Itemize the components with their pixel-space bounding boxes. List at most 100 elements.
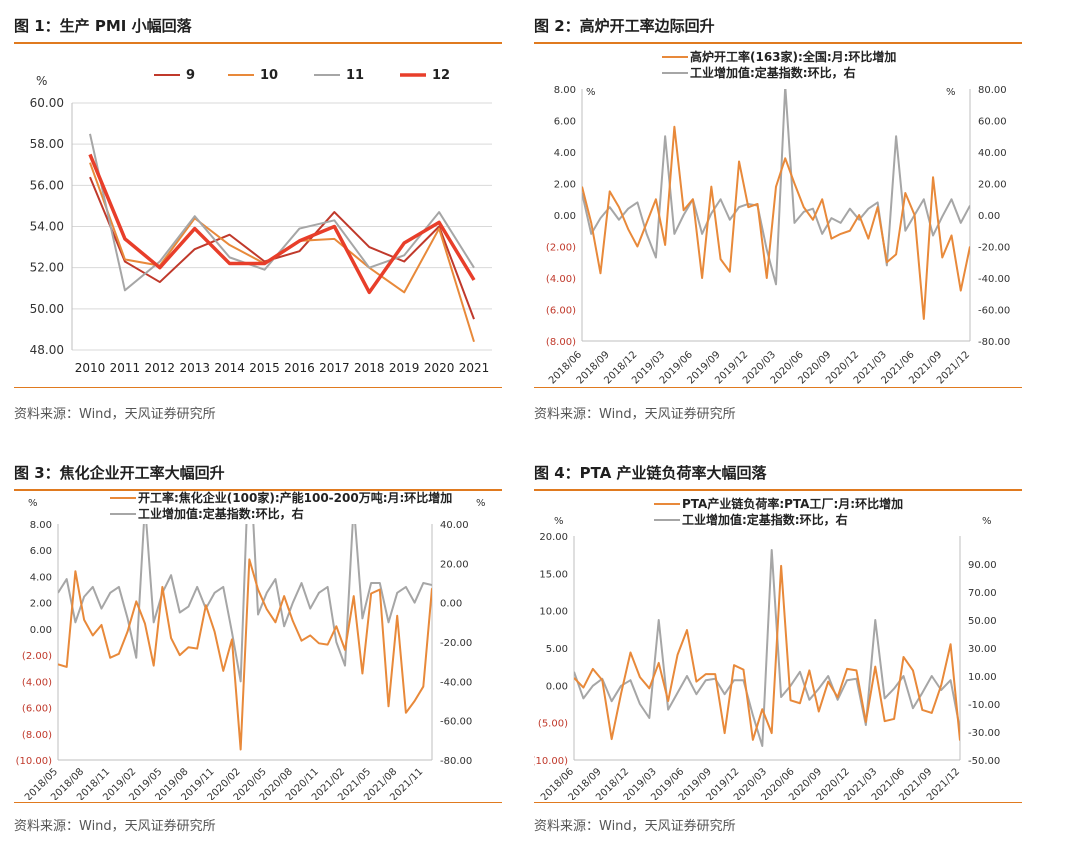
left-axis-unit: %	[554, 516, 564, 527]
left-tick-label: (6.00)	[546, 306, 576, 317]
series-line-secondary	[582, 89, 970, 286]
right-tick-label: -80.00	[978, 337, 1010, 348]
right-tick-label: 30.00	[968, 644, 997, 655]
source-note: 资料来源：Wind，天风证券研究所	[14, 407, 216, 422]
right-tick-label: -80.00	[440, 756, 472, 767]
legend-label: 高炉开工率(163家):全国:月:环比增加	[690, 49, 896, 64]
series-line-primary	[574, 564, 960, 741]
y-axis-unit: %	[36, 74, 47, 88]
x-tick-label: 2010	[75, 361, 106, 375]
y-tick-label: 58.00	[30, 137, 64, 151]
left-axis-unit: %	[28, 498, 38, 509]
legend-label: 工业增加值:定基指数:环比，右	[682, 512, 848, 527]
legend-label: 工业增加值:定基指数:环比，右	[690, 65, 856, 80]
left-tick-label: 2.00	[554, 180, 576, 191]
left-axis-unit: %	[586, 87, 596, 98]
source-note: 资料来源：Wind，天风证券研究所	[534, 407, 736, 422]
x-tick-label: 2021	[459, 361, 490, 375]
source-rule	[14, 387, 502, 388]
chart-title: 图 1：生产 PMI 小幅回落	[14, 17, 192, 35]
chart-panel-1: 图 1：生产 PMI 小幅回落 % 48.00 50.00 52.00 54.00 56.…	[14, 15, 504, 425]
y-tick-label: 50.00	[30, 302, 64, 316]
y-tick-label: 48.00	[30, 343, 64, 357]
source-note: 资料来源：Wind，天风证券研究所	[14, 819, 216, 834]
x-tick-label: 2019	[389, 361, 420, 375]
left-tick-label: (6.00)	[22, 704, 52, 715]
legend-label: 开工率:焦化企业(100家):产能100-200万吨:月:环比增加	[138, 490, 452, 505]
right-tick-label: -20.00	[440, 638, 472, 649]
right-tick-label: 60.00	[978, 117, 1007, 128]
x-tick-label: 2020	[424, 361, 455, 375]
source-rule	[534, 387, 1022, 388]
left-tick-label: 0.00	[546, 681, 568, 692]
title-rule	[14, 42, 502, 44]
title-rule	[14, 489, 502, 491]
chart-panel-3: 图 3：焦化企业开工率大幅回升 开工率:焦化企业(100家):产能100-200…	[14, 462, 504, 837]
coking-chart: 开工率:焦化企业(100家):产能100-200万吨:月:环比增加工业增加值:定…	[16, 490, 486, 800]
y-tick-label: 54.00	[30, 220, 64, 234]
chart-title: 图 2：高炉开工率边际回升	[534, 17, 715, 35]
x-tick-label: 2011	[110, 361, 141, 375]
x-tick-label: 2013	[179, 361, 210, 375]
y-tick-label: 52.00	[30, 261, 64, 275]
right-tick-label: -50.00	[968, 756, 1000, 767]
series-line-primary	[582, 125, 970, 320]
right-tick-label: 20.00	[440, 559, 469, 570]
left-tick-label: (4.00)	[546, 274, 576, 285]
right-tick-label: 80.00	[978, 85, 1007, 96]
left-tick-label: (10.00)	[534, 756, 568, 767]
left-tick-label: 4.00	[554, 148, 576, 159]
left-tick-label: 0.00	[554, 211, 576, 222]
left-tick-label: (2.00)	[22, 651, 52, 662]
left-tick-label: 6.00	[554, 117, 576, 128]
series-line-9	[89, 176, 475, 320]
series-line-12	[88, 153, 476, 295]
series-line-secondary	[574, 549, 960, 747]
left-tick-label: (2.00)	[546, 243, 576, 254]
left-tick-label: 5.00	[546, 644, 568, 655]
left-tick-label: (8.00)	[546, 337, 576, 348]
left-tick-label: 8.00	[554, 85, 576, 96]
series-line-11	[89, 133, 475, 292]
source-rule	[534, 802, 1022, 803]
left-tick-label: 15.00	[539, 569, 568, 580]
left-tick-label: 20.00	[539, 532, 568, 543]
pmi-line-chart: % 48.00 50.00 52.00 54.00 56.00 58.00 60.00 2010…	[30, 68, 492, 375]
right-tick-label: -20.00	[978, 243, 1010, 254]
legend-label: 工业增加值:定基指数:环比，右	[138, 506, 304, 521]
right-tick-label: 0.00	[440, 599, 462, 610]
right-tick-label: -40.00	[440, 677, 472, 688]
left-tick-label: 10.00	[539, 607, 568, 618]
chart-title: 图 3：焦化企业开工率大幅回升	[14, 464, 225, 482]
right-tick-label: 10.00	[968, 672, 997, 683]
right-tick-label: 70.00	[968, 588, 997, 599]
right-tick-label: 0.00	[978, 211, 1000, 222]
right-tick-label: 40.00	[978, 148, 1007, 159]
left-tick-label: 6.00	[30, 546, 52, 557]
series-line-secondary	[58, 524, 432, 683]
series-line-primary	[58, 558, 432, 751]
legend-label: 11	[346, 68, 364, 83]
left-tick-label: (10.00)	[16, 756, 53, 767]
legend-label: 10	[260, 68, 278, 83]
right-tick-label: -40.00	[978, 274, 1010, 285]
chart-panel-2: 图 2：高炉开工率边际回升 高炉开工率(163家):全国:月:环比增加 工业增加值…	[534, 15, 1024, 425]
x-tick-label: 2017	[319, 361, 350, 375]
x-tick-label: 2016	[284, 361, 315, 375]
right-axis-unit: %	[476, 498, 486, 509]
right-tick-label: -10.00	[968, 700, 1000, 711]
right-tick-label: -60.00	[440, 717, 472, 728]
right-tick-label: 50.00	[968, 616, 997, 627]
right-tick-label: 20.00	[978, 180, 1007, 191]
title-rule	[534, 42, 1022, 44]
right-axis-unit: %	[982, 516, 992, 527]
right-tick-label: 90.00	[968, 560, 997, 571]
x-tick-label: 2015	[249, 361, 280, 375]
x-tick-label: 2014	[214, 361, 245, 375]
legend-label: 9	[186, 68, 195, 83]
right-axis-unit: %	[946, 87, 956, 98]
y-tick-label: 60.00	[30, 96, 64, 110]
left-tick-label: (5.00)	[538, 719, 568, 730]
